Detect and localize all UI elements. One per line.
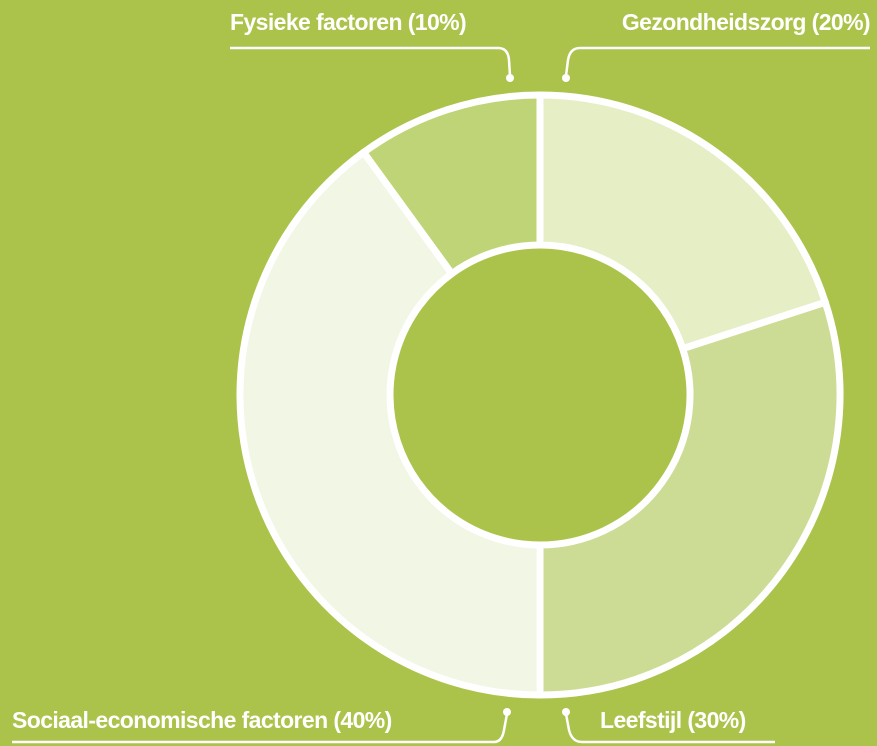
label: Leefstijl (30%): [600, 707, 746, 733]
callout-dot: [562, 74, 570, 82]
callout-line: [564, 46, 870, 77]
label: Gezondheidszorg (20%): [622, 9, 870, 35]
donut: [236, 91, 844, 699]
slice: [236, 148, 544, 699]
callout-line: [230, 46, 512, 77]
slice: [360, 91, 544, 278]
slice: [536, 91, 829, 353]
callout-dot: [562, 708, 570, 716]
callout-dot: [503, 708, 511, 716]
label: Fysieke factoren (10%): [230, 9, 466, 35]
callout-line: [564, 713, 775, 744]
slice: [536, 298, 844, 699]
label: Sociaal-economische factoren (40%): [12, 707, 392, 733]
callout-line: [12, 713, 509, 744]
callout-dot: [506, 74, 514, 82]
